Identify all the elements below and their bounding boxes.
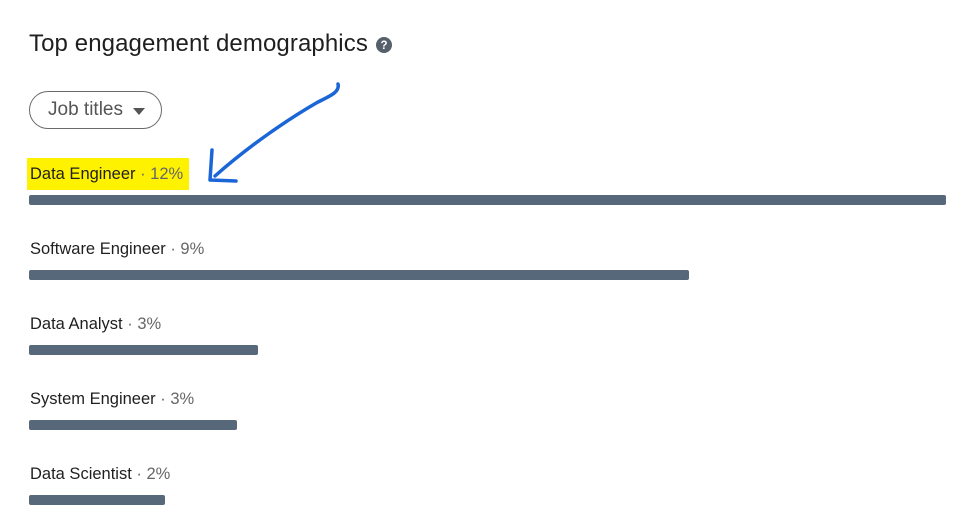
dropdown-label: Job titles xyxy=(48,99,123,120)
question-circle-icon[interactable]: ? xyxy=(375,37,392,53)
separator: · xyxy=(135,165,151,183)
svg-text:?: ? xyxy=(380,40,387,52)
separator: · xyxy=(155,390,171,408)
bar-track xyxy=(29,270,946,280)
card-header: Top engagement demographics ? xyxy=(29,30,392,58)
bar-track xyxy=(29,495,946,505)
job-title-percent: 2% xyxy=(146,465,171,483)
job-title-name: Data Engineer xyxy=(30,165,136,183)
job-title-name: Software Engineer xyxy=(30,240,166,258)
row-label: Data Scientist · 2% xyxy=(29,458,172,490)
separator: · xyxy=(131,465,147,483)
caret-down-icon xyxy=(132,107,145,115)
row-label: System Engineer · 3% xyxy=(29,383,196,415)
bar-track xyxy=(29,420,946,430)
job-title-percent: 12% xyxy=(150,165,184,183)
job-title-name: Data Analyst xyxy=(30,315,123,333)
demographic-row: System Engineer · 3% xyxy=(29,383,949,433)
demographic-row: Data Analyst · 3% xyxy=(29,308,949,358)
percentage-bar xyxy=(29,195,946,205)
demographic-row: Software Engineer · 9% xyxy=(29,233,949,283)
row-label: Data Analyst · 3% xyxy=(29,308,163,340)
job-title-percent: 9% xyxy=(180,240,205,258)
job-title-name: System Engineer xyxy=(30,390,156,408)
card-title: Top engagement demographics xyxy=(29,30,368,57)
percentage-bar xyxy=(29,345,258,355)
demographic-row: Data Scientist · 2% xyxy=(29,458,949,508)
row-label-highlighted: Data Engineer · 12% xyxy=(27,158,190,190)
job-title-name: Data Scientist xyxy=(30,465,132,483)
percentage-bar xyxy=(29,420,237,430)
separator: · xyxy=(122,315,138,333)
job-titles-dropdown[interactable]: Job titles xyxy=(29,91,162,129)
job-title-percent: 3% xyxy=(170,390,195,408)
job-title-percent: 3% xyxy=(137,315,162,333)
bar-track xyxy=(29,345,946,355)
row-label: Software Engineer · 9% xyxy=(29,233,206,265)
percentage-bar xyxy=(29,495,165,505)
separator: · xyxy=(165,240,181,258)
percentage-bar xyxy=(29,270,689,280)
demographic-row: Data Engineer · 12% xyxy=(27,158,949,208)
bar-track xyxy=(29,195,946,205)
